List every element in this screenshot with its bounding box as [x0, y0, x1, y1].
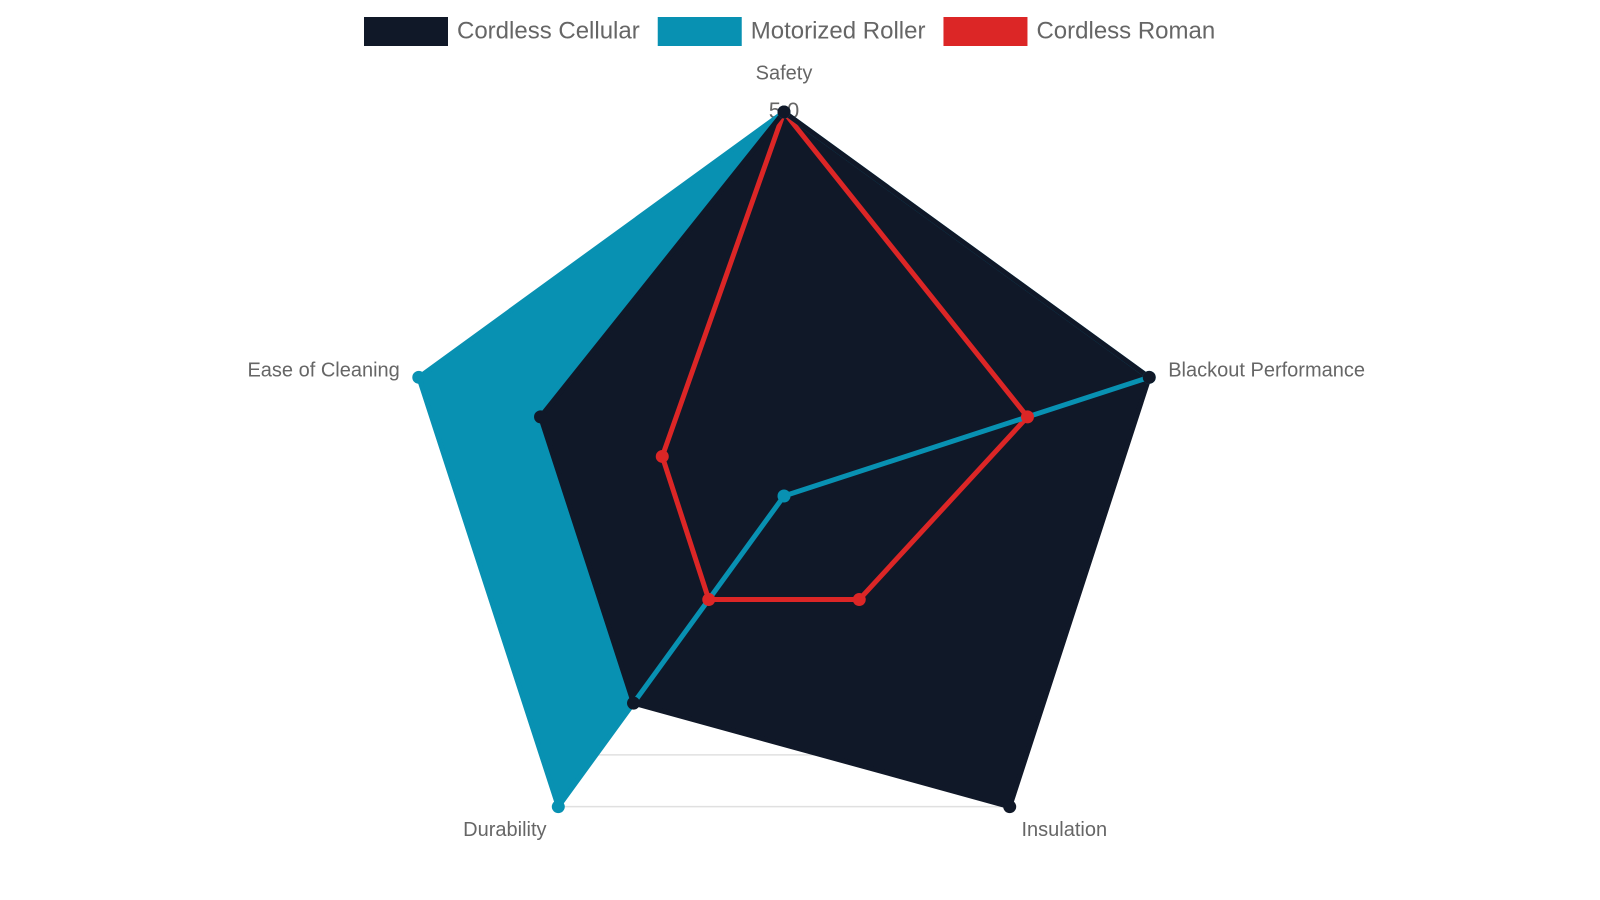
- series-line: [659, 109, 1030, 603]
- legend-swatch: [943, 17, 1028, 46]
- data-point: [852, 593, 866, 607]
- category-label: Blackout Performance: [1168, 359, 1365, 381]
- legend-label: Cordless Roman: [1036, 17, 1215, 44]
- data-point: [777, 105, 791, 119]
- series-area: [540, 112, 1150, 807]
- data-point: [551, 800, 565, 814]
- data-point: [1020, 410, 1034, 424]
- series-line: [538, 109, 1152, 810]
- legend-swatch: [657, 17, 742, 46]
- data-point: [534, 410, 548, 424]
- legend-label: Cordless Cellular: [457, 17, 640, 44]
- legend-swatch: [364, 17, 448, 46]
- category-label: Durability: [463, 819, 546, 841]
- legend: Cordless Cellular Motorized Roller Cordles…: [364, 17, 1215, 46]
- data-point: [655, 449, 669, 463]
- data-point: [1142, 370, 1156, 384]
- legend-label: Motorized Roller: [751, 17, 926, 44]
- category-label: Insulation: [1021, 819, 1107, 841]
- category-label: Safety: [756, 62, 813, 84]
- data-point: [777, 489, 791, 503]
- data-point: [627, 696, 641, 710]
- data-point: [1003, 800, 1017, 814]
- data-point: [702, 593, 716, 607]
- data-point: [412, 370, 426, 384]
- category-label: Ease of Cleaning: [247, 359, 399, 381]
